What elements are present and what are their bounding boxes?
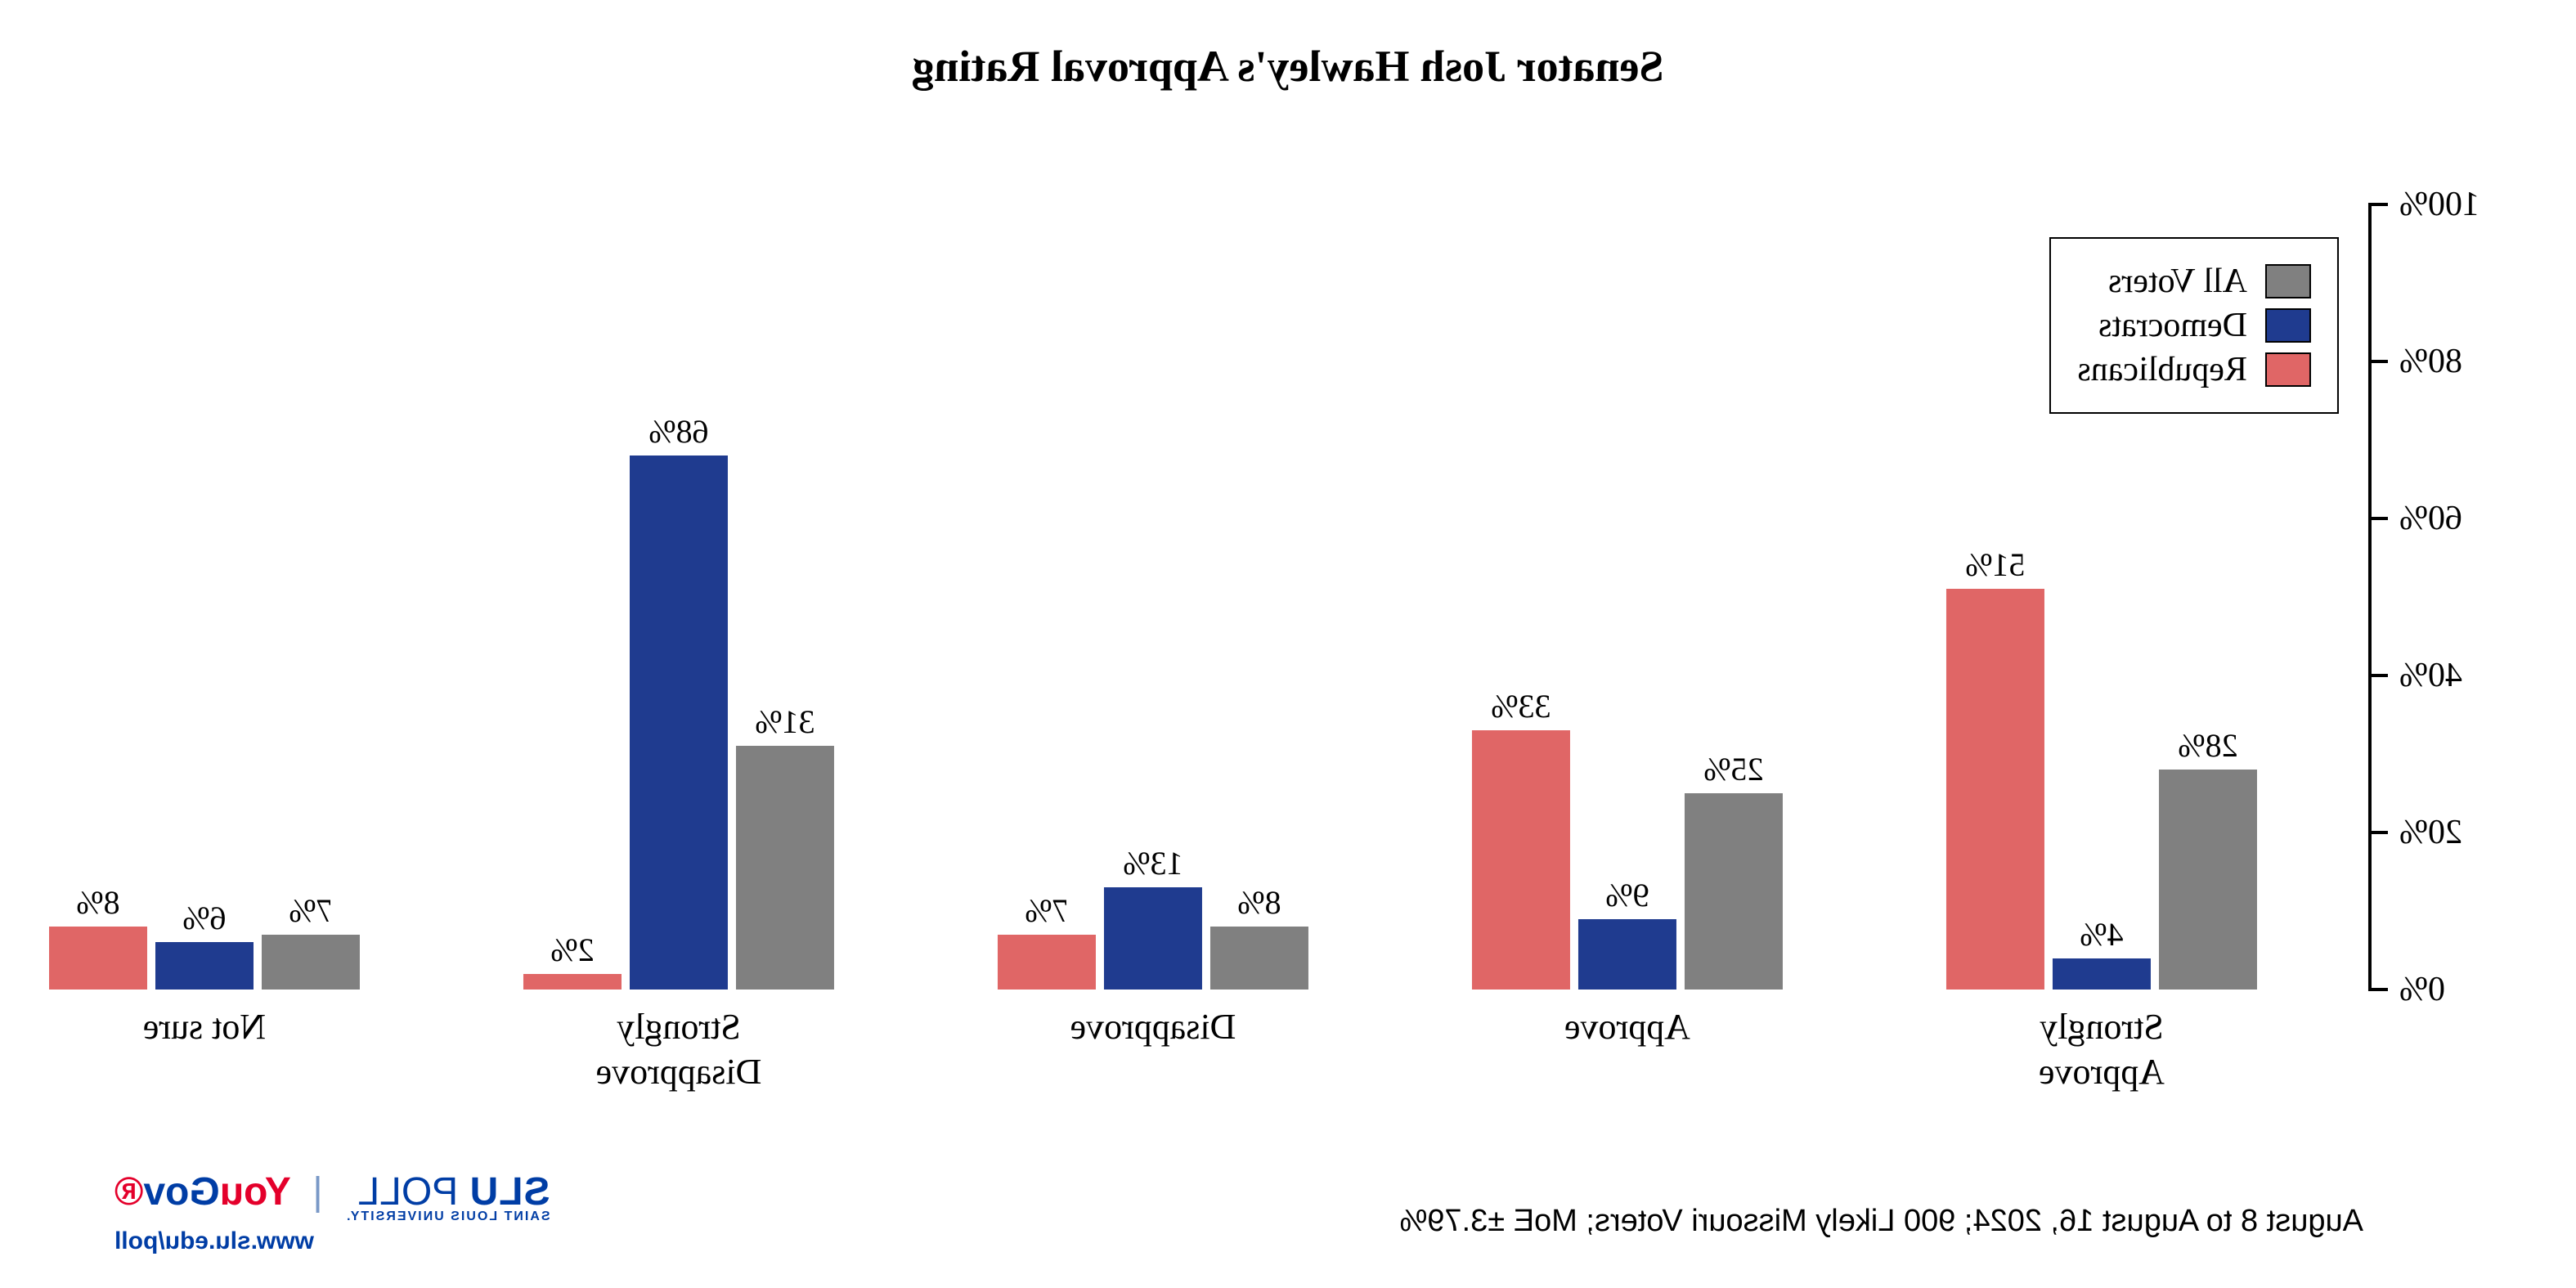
bar: 31%: [736, 746, 834, 990]
bar: 2%: [523, 974, 622, 990]
bar-value-label: 8%: [49, 883, 147, 927]
bar: 8%: [1210, 927, 1308, 990]
bar-group: 7%6%8%Not sure: [49, 204, 360, 990]
brand-yougov-you: You: [220, 1170, 291, 1214]
y-axis-line: [2368, 204, 2372, 990]
y-tick: [2368, 517, 2388, 520]
legend-item: All Voters: [2077, 262, 2311, 301]
legend-swatch: [2265, 308, 2311, 343]
chart-title: Senator Josh Hawley's Approval Rating: [0, 41, 2576, 92]
bar-value-label: 7%: [262, 891, 360, 935]
bar: 4%: [2053, 958, 2151, 990]
bar: 25%: [1685, 793, 1783, 990]
bar-value-label: 33%: [1472, 687, 1570, 730]
bar: 68%: [630, 456, 728, 990]
legend-item: Republicans: [2077, 350, 2311, 389]
bar-value-label: 68%: [630, 412, 728, 456]
y-tick-label: 40%: [2399, 656, 2462, 695]
bar: 9%: [1578, 919, 1676, 990]
bar: 51%: [1946, 589, 2044, 990]
legend-item: Democrats: [2077, 306, 2311, 345]
bar-group: 8%13%7%Disapprove: [998, 204, 1308, 990]
brand-yougov-dot: ®: [114, 1170, 143, 1214]
bar: 8%: [49, 927, 147, 990]
brand-separator: |: [312, 1170, 322, 1214]
legend-swatch: [2265, 264, 2311, 298]
bar-value-label: 51%: [1946, 545, 2044, 589]
bar-group: 31%68%2%StronglyDisapprove: [523, 204, 834, 990]
bar: 7%: [998, 935, 1096, 990]
bar-value-label: 13%: [1104, 844, 1202, 887]
mirrored-container: Senator Josh Hawley's Approval Rating 0%…: [0, 0, 2576, 1288]
y-tick-label: 60%: [2399, 499, 2462, 538]
brand-poll: POLL: [358, 1170, 469, 1214]
brand-yougov-gov: Gov: [143, 1170, 219, 1214]
survey-info: August 8 to August 16, 2024; 900 Likely …: [1400, 1204, 2363, 1239]
plot-area: 0%20%40%60%80%100%28%4%51%StronglyApprov…: [123, 204, 2363, 990]
brand-slu: SLU: [469, 1170, 550, 1214]
bar-value-label: 4%: [2053, 915, 2151, 958]
legend-swatch: [2265, 352, 2311, 387]
bar-value-label: 9%: [1578, 876, 1676, 919]
bar-value-label: 28%: [2159, 726, 2257, 770]
legend-label: Republicans: [2077, 350, 2247, 389]
brand-subtitle: SAINT LOUIS UNIVERSITY.: [345, 1209, 550, 1224]
bar-value-label: 31%: [736, 702, 834, 746]
legend-label: Democrats: [2098, 306, 2247, 345]
legend: All Voters Democrats Republicans: [2049, 237, 2339, 414]
brand-block: SLU POLL SAINT LOUIS UNIVERSITY. | YouGo…: [114, 1169, 550, 1255]
y-tick-label: 80%: [2399, 342, 2462, 381]
bar: 6%: [155, 942, 254, 990]
bar-value-label: 25%: [1685, 750, 1783, 793]
y-tick: [2368, 831, 2388, 834]
bar: 7%: [262, 935, 360, 990]
y-tick-label: 100%: [2399, 185, 2480, 224]
bar: 33%: [1472, 730, 1570, 990]
brand-url: www.slu.edu/poll: [114, 1227, 550, 1255]
y-tick: [2368, 674, 2388, 677]
y-tick-label: 20%: [2399, 813, 2462, 852]
bar-value-label: 6%: [155, 899, 254, 942]
bar-value-label: 8%: [1210, 883, 1308, 927]
brand-line: SLU POLL SAINT LOUIS UNIVERSITY. | YouGo…: [114, 1169, 550, 1224]
bar: 13%: [1104, 887, 1202, 990]
bar-value-label: 7%: [998, 891, 1096, 935]
legend-label: All Voters: [2108, 262, 2247, 301]
y-tick: [2368, 203, 2388, 206]
bar-value-label: 2%: [523, 931, 622, 974]
y-tick: [2368, 360, 2388, 363]
category-label: Not sure: [0, 990, 671, 1049]
bar-group: 25%9%33%Approve: [1472, 204, 1783, 990]
bar: 28%: [2159, 770, 2257, 990]
